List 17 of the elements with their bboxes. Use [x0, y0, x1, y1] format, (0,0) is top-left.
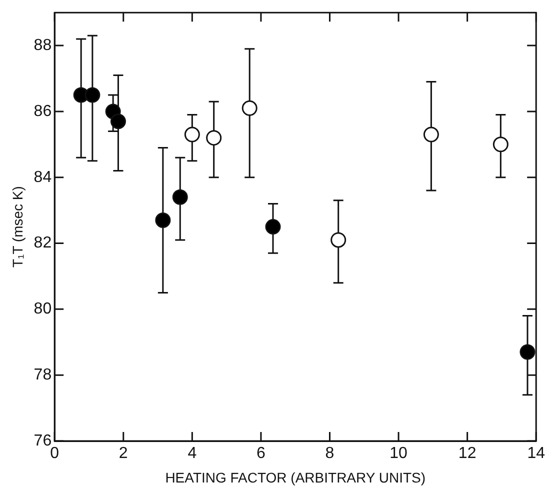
x-tick-label: 8 [325, 445, 334, 462]
y-tick-label: 80 [34, 300, 52, 318]
x-tick-label: 12 [458, 445, 476, 462]
y-tick-label: 82 [34, 234, 52, 252]
x-axis-title: HEATING FACTOR (ARBITRARY UNITS) [165, 469, 426, 486]
x-tick-label: 14 [527, 445, 546, 462]
x-tick-label: 6 [256, 445, 266, 462]
x-tick-label: 4 [188, 445, 197, 462]
x-tick-label: 0 [50, 445, 60, 462]
y-tick-label: 84 [34, 168, 52, 186]
x-tick-label: 10 [390, 445, 408, 462]
y-tick-label: 76 [34, 432, 52, 450]
y-tick-label: 86 [34, 102, 52, 120]
y-tick-label: 78 [34, 366, 52, 384]
x-tick-label: 2 [118, 445, 128, 462]
y-axis-title: T₁T (msec K) [9, 186, 26, 268]
y-tick-label: 88 [34, 36, 52, 54]
